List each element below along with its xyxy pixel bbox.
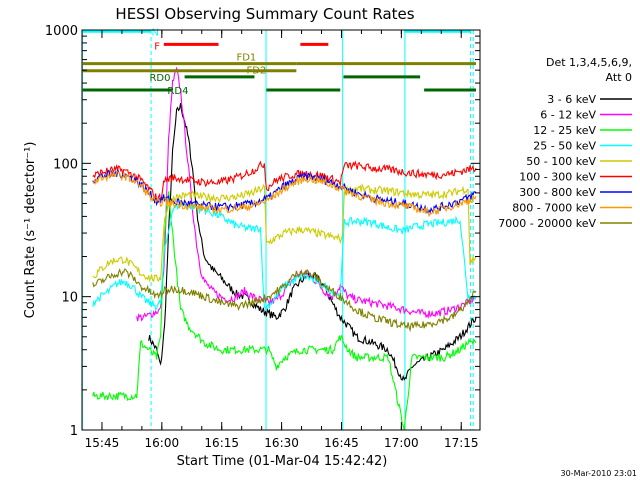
legend-label-4: 50 - 100 keV [526,155,596,168]
x-tick-label-2: 16:15 [204,436,239,450]
legend-header-0: Det 1,3,4,5,6,9, [546,56,632,69]
series-line-4 [92,183,477,283]
y-axis-label: Count Rate (s⁻¹ detector⁻¹) [23,142,38,319]
plot-clip [82,30,477,430]
legend-label-3: 25 - 50 keV [533,140,596,153]
series-line-1 [136,66,477,322]
legend-label-8: 7000 - 20000 keV [498,217,596,230]
legend-label-7: 800 - 7000 keV [512,202,596,215]
series-line-0 [148,103,477,381]
x-tick-label-4: 16:45 [324,436,359,450]
legend-header-1: Att 0 [606,71,632,84]
segment-label-FD1: FD1 [236,53,256,64]
y-tick-label-0: 1 [70,424,78,439]
chart-title: HESSI Observing Summary Count Rates [115,5,414,23]
series-line-2 [92,191,477,430]
series-line-8 [92,268,477,333]
x-tick-label-6: 17:15 [444,436,479,450]
legend-label-0: 3 - 6 keV [547,93,596,106]
axes: 15:45 16:00 16:15 16:30 16:45 17:00 17:15 1 10 10… [45,24,481,450]
legend-label-6: 300 - 800 keV [519,186,596,199]
plot-area: NF FD1 FD2 RD0 RD4 [82,27,477,430]
plot-frame [81,29,481,431]
segment-label-RD4: RD4 [167,86,188,97]
series-line-7 [92,170,477,218]
x-tick-label-0: 15:45 [85,436,120,450]
series-line-6 [92,169,477,215]
legend: Det 1,3,4,5,6,9, Att 0 3 - 6 keV 6 - 12 keV… [498,56,632,230]
y-tick-label-1: 10 [61,291,78,306]
legend-label-2: 12 - 25 keV [533,124,596,137]
series-line-3 [92,201,477,312]
y-tick-label-3: 1000 [45,24,78,39]
date-stamp: 30-Mar-2010 23:01 [561,469,638,478]
segment-label-FD2: FD2 [246,66,266,77]
x-tick-label-3: 16:30 [264,436,299,450]
segment-label-RD0: RD0 [149,73,170,84]
legend-label-5: 100 - 300 keV [519,171,596,184]
legend-label-1: 6 - 12 keV [540,109,596,122]
x-tick-label-1: 16:00 [145,436,180,450]
x-tick-label-5: 17:00 [384,436,419,450]
segment-label-N: N [151,27,158,38]
y-tick-label-2: 100 [53,157,78,172]
segment-label-F: F [154,41,160,52]
x-axis-label: Start Time (01-Mar-04 15:42:42) [177,454,388,469]
